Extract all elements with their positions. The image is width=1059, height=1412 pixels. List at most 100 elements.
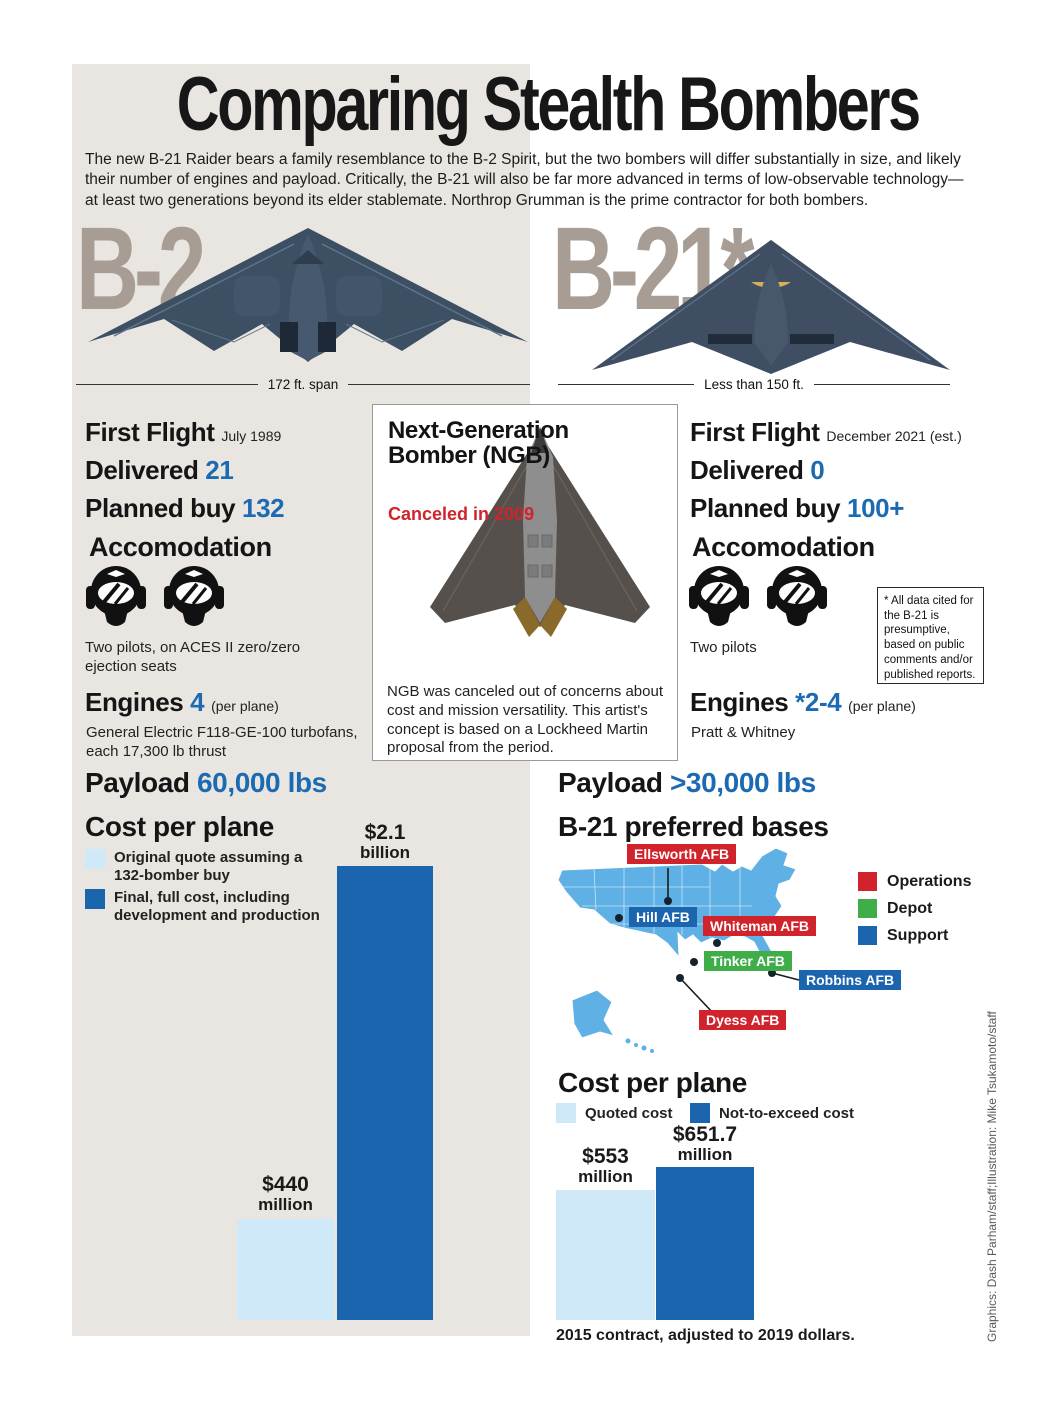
ngb-aircraft-illustration [430,427,650,637]
hawaii-shape [625,1038,654,1053]
b2-pilot-helmet-icons [86,566,224,626]
credit-line: Graphics: Dash Parham/staff;Illustration… [985,1011,999,1342]
b21-engines-note: Pratt & Whitney [691,724,796,741]
depot-swatch [858,899,877,918]
b21-first-flight-label: First Flight [690,417,820,447]
b21-engines-label: Engines [690,687,789,717]
b21-span-measure: Less than 150 ft. [558,377,951,392]
light-blue-swatch [85,849,105,869]
b2-payload-row: Payload 60,000 lbs [85,767,327,799]
b21-pilot-helmet-icons [689,566,827,626]
b2-accommodation-note: Two pilots, on ACES II zero/zero ejectio… [85,639,301,675]
b2-cost-title: Cost per plane [85,811,274,842]
pilot-helmet-icon [767,566,827,626]
map-legend-label: Operations [887,872,972,890]
measure-line [76,384,258,385]
b21-delivered-value: 0 [810,455,825,485]
us-mainland-shape [557,847,797,962]
intro-paragraph: The new B-21 Raider bears a family resem… [85,151,964,209]
b21-bar-not-to-exceed-cost [656,1167,754,1320]
map-legend-depot: Depot [858,899,932,918]
b2-engines-suffix: (per plane) [211,698,279,714]
b2-span-label: 172 ft. span [267,377,339,392]
b21-planned-buy-value: 100+ [847,493,904,523]
pilot-helmet-icon [689,566,749,626]
base-label-whiteman: Whiteman AFB [703,916,817,936]
b2-cost-legend-label-1: Original quote assuming a 132-bomber buy [114,849,303,884]
b21-big-bar-label: $651.7 million [656,1123,754,1165]
b21-engines-value: *2-4 [795,687,842,717]
support-swatch [858,926,877,945]
map-legend-support: Support [858,926,948,945]
b2-planned-buy-row: Planned buy 132 [85,493,285,524]
b2-accommodation-heading: Accomodation [89,532,272,562]
ngb-heading: Next-Generation Bomber (NGB) [388,417,569,470]
b2-engines-row: Engines 4 (per plane) [85,687,279,718]
ngb-box: Next-Generation Bomber (NGB) Canceled in… [372,404,678,761]
b2-span-measure: 172 ft. span [76,377,530,392]
b21-chart-caption: 2015 contract, adjusted to 2019 dollars. [556,1327,855,1344]
b2-first-flight-label: First Flight [85,417,215,447]
page-title: Comparing Stealth Bombers [176,62,921,147]
b2-delivered-value: 21 [205,455,234,485]
map-title: B-21 preferred bases [558,811,829,842]
b2-big-bar-unit: billion [359,843,411,863]
b21-payload-label: Payload [558,767,663,798]
b21-accommodation-heading: Accomodation [692,532,875,562]
measure-line [348,384,530,385]
b21-small-bar-label: $553 million [556,1145,655,1186]
b21-cost-legend-item-1: Quoted cost [556,1103,673,1123]
b2-cost-legend-item-2: Final, full cost, including development … [85,889,335,924]
b21-cost-legend-item-2: Not-to-exceed cost [690,1103,854,1123]
b21-delivered-label: Delivered [690,455,804,485]
base-label-tinker: Tinker AFB [704,951,792,971]
b2-delivered-label: Delivered [85,455,199,485]
b2-small-bar-label: $440 million [237,1173,334,1215]
b2-engines-label: Engines [85,687,184,717]
b21-first-flight-value: December 2021 (est.) [826,428,962,444]
b21-aircraft-illustration [592,240,950,374]
b21-big-bar-unit: million [677,1145,733,1165]
b21-engines-suffix: (per plane) [848,698,916,714]
b21-bar-quoted-cost [556,1190,655,1320]
b21-cost-title: Cost per plane [558,1067,747,1098]
base-label-robbins: Robbins AFB [799,970,902,990]
b2-cost-legend-label-2: Final, full cost, including development … [114,889,320,924]
ngb-canceled-label: Canceled in 2009 [388,504,535,524]
b21-engines-row: Engines *2-4 (per plane) [690,687,916,718]
base-label-ellsworth: Ellsworth AFB [627,844,737,864]
b2-small-bar-unit: million [258,1195,313,1215]
b2-big-bar-label: $2.1 billion [337,821,433,863]
base-dots [615,897,776,982]
b21-payload-value: >30,000 lbs [669,767,816,798]
b21-delivered-row: Delivered 0 [690,455,825,486]
operations-swatch [858,872,877,891]
b21-big-bar-value: $651.7 [672,1123,738,1146]
b2-bar-final-cost [337,866,433,1320]
ngb-caption: NGB was canceled out of concerns about c… [387,683,663,757]
b2-cost-legend-item-1: Original quote assuming a 132-bomber buy [85,849,315,884]
b21-small-bar-value: $553 [582,1145,629,1168]
base-label-hill: Hill AFB [629,907,697,927]
b2-engines-value: 4 [190,687,205,717]
map-legend-operations: Operations [858,872,971,891]
b21-accommodation-note: Two pilots [690,639,757,656]
measure-line [558,384,695,385]
b2-engines-note: General Electric F118-GE-100 turbofans, … [86,724,358,760]
pilot-helmet-icon [164,566,224,626]
dark-blue-swatch [85,889,105,909]
b21-planned-buy-row: Planned buy 100+ [690,493,904,524]
b2-payload-label: Payload [85,767,190,798]
b21-payload-row: Payload >30,000 lbs [558,767,816,799]
dark-blue-swatch [690,1103,710,1123]
map-legend-label: Support [887,926,949,944]
map-legend-label: Depot [887,899,933,917]
b21-cost-legend-label-2: Not-to-exceed cost [719,1104,855,1122]
b21-first-flight-row: First Flight December 2021 (est.) [690,417,962,448]
b21-planned-buy-label: Planned buy [690,493,841,523]
base-label-dyess: Dyess AFB [699,1010,787,1030]
b2-small-bar-value: $440 [262,1173,309,1196]
b21-span-label: Less than 150 ft. [704,377,804,392]
light-blue-swatch [556,1103,576,1123]
